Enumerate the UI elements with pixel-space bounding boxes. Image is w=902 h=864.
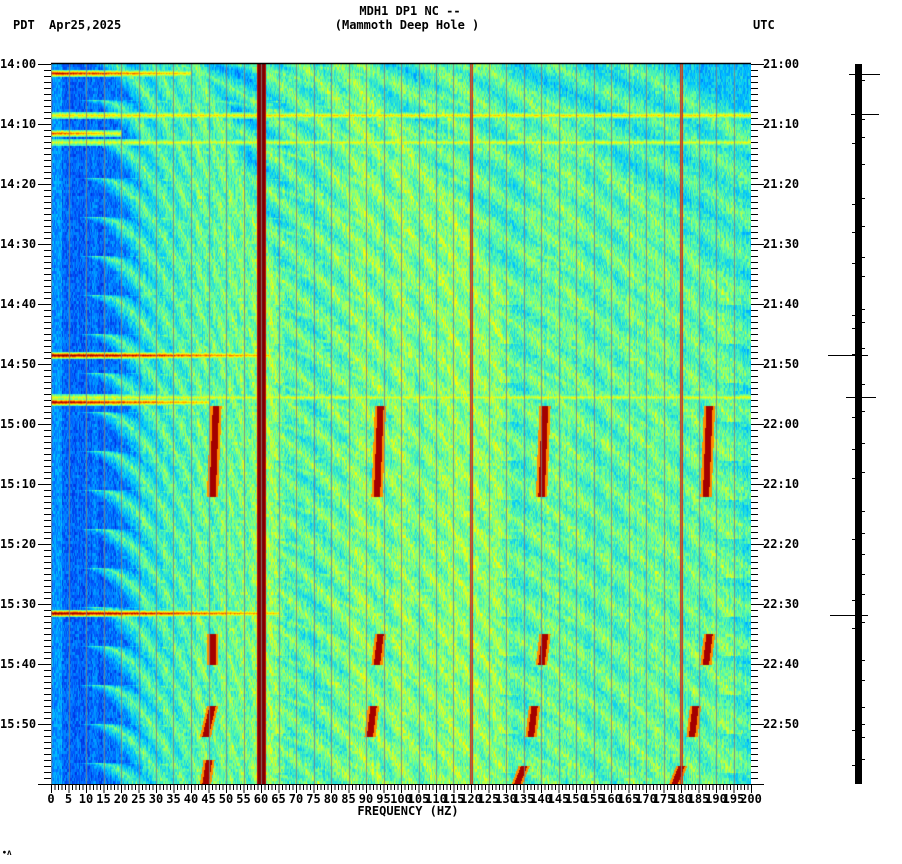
x-tick-label: 100	[390, 792, 412, 806]
x-tick-label: 70	[288, 792, 304, 806]
x-tick-label: 30	[148, 792, 164, 806]
y-tick-label-left: 15:40	[0, 657, 37, 671]
x-tick-label: 50	[218, 792, 234, 806]
x-tick-label: 55	[236, 792, 251, 806]
y-tick-label-right: 22:20	[763, 537, 800, 551]
x-tick-label: 10	[78, 792, 94, 806]
y-tick-label-right: 22:30	[763, 597, 800, 611]
x-tick-label: 5	[64, 792, 73, 806]
x-tick-label: 65	[271, 792, 286, 806]
x-tick-label: 25	[131, 792, 146, 806]
x-tick-label: 180	[670, 792, 692, 806]
date-label: Apr25,2025	[49, 18, 122, 32]
corner-mark: ∙ʌ	[2, 848, 12, 857]
x-axis-label: FREQUENCY (HZ)	[357, 804, 459, 818]
x-tick-label: 105	[407, 792, 430, 806]
x-tick-label: 130	[495, 792, 517, 806]
y-tick-label-right: 21:20	[763, 177, 800, 191]
x-tick-label: 135	[512, 792, 535, 806]
y-tick-label-left: 15:20	[0, 537, 37, 551]
y-tick-label-right: 21:00	[763, 57, 800, 71]
x-tick-label: 85	[341, 792, 356, 806]
x-tick-label: 195	[722, 792, 745, 806]
x-tick-label: 160	[600, 792, 622, 806]
y-tick-label-left: 14:00	[0, 57, 37, 71]
y-tick-label-left: 14:20	[0, 177, 37, 191]
y-tick-label-right: 21:30	[763, 237, 800, 251]
x-tick-label: 80	[323, 792, 339, 806]
x-tick-label: 200	[740, 792, 762, 806]
x-tick-label: 185	[687, 792, 710, 806]
x-tick-label: 0	[47, 792, 55, 806]
y-tick-label-right: 21:50	[763, 357, 800, 371]
y-tick-label-left: 15:50	[0, 717, 37, 731]
x-tick-label: 20	[113, 792, 129, 806]
y-tick-label-left: 14:40	[0, 297, 37, 311]
x-tick-label: 35	[166, 792, 181, 806]
y-tick-label-right: 21:10	[763, 117, 800, 131]
spectrogram-plot	[51, 64, 751, 784]
x-tick-label: 170	[635, 792, 657, 806]
y-tick-label-left: 14:30	[0, 237, 37, 251]
x-tick-label: 90	[358, 792, 374, 806]
x-tick-label: 115	[442, 792, 465, 806]
x-tick-label: 125	[477, 792, 500, 806]
x-tick-label: 150	[565, 792, 587, 806]
left-timezone-label: PDT	[13, 18, 35, 32]
y-tick-label-left: 14:10	[0, 117, 37, 131]
x-tick-label: 75	[306, 792, 321, 806]
y-tick-label-left: 15:00	[0, 417, 37, 431]
x-tick-label: 40	[183, 792, 199, 806]
x-tick-label: 110	[425, 792, 447, 806]
y-tick-label-left: 15:30	[0, 597, 37, 611]
y-tick-label-right: 21:40	[763, 297, 800, 311]
y-tick-label-right: 22:10	[763, 477, 800, 491]
x-tick-label: 175	[652, 792, 675, 806]
y-tick-label-left: 14:50	[0, 357, 37, 371]
y-tick-label-right: 22:50	[763, 717, 800, 731]
x-tick-label: 190	[705, 792, 727, 806]
x-tick-label: 140	[530, 792, 552, 806]
x-tick-label: 155	[582, 792, 605, 806]
x-tick-label: 60	[253, 792, 269, 806]
x-tick-label: 15	[96, 792, 111, 806]
location-subtitle: (Mammoth Deep Hole )	[334, 18, 480, 32]
x-tick-label: 120	[460, 792, 482, 806]
x-tick-label: 95	[376, 792, 391, 806]
right-timezone-label: UTC	[753, 18, 775, 32]
x-tick-label: 165	[617, 792, 640, 806]
y-tick-label-right: 22:40	[763, 657, 800, 671]
y-tick-label-left: 15:10	[0, 477, 37, 491]
x-tick-label: 45	[201, 792, 216, 806]
x-tick-label: 145	[547, 792, 570, 806]
y-tick-label-right: 22:00	[763, 417, 800, 431]
station-title: MDH1 DP1 NC --	[359, 4, 461, 18]
